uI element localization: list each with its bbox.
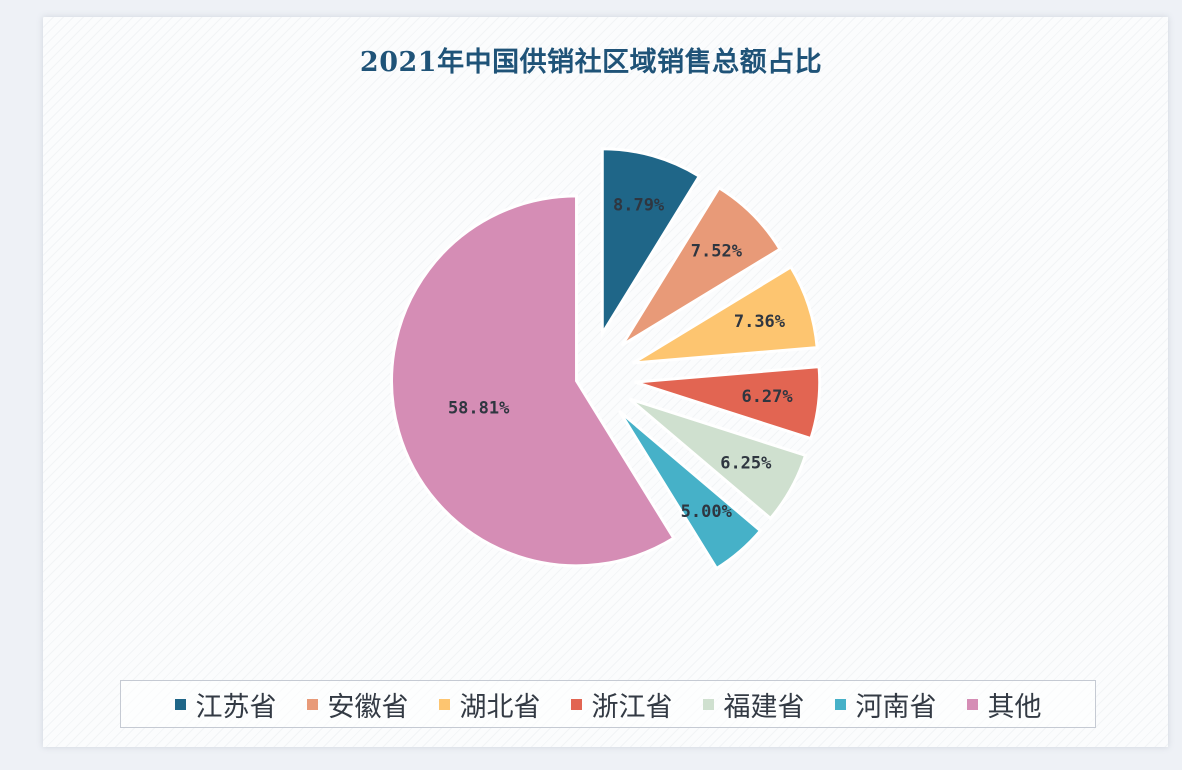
chart-title: 2021年中国供销社区域销售总额占比 (359, 47, 823, 78)
chart-card (43, 17, 1168, 747)
pie-slice-湖北省 (632, 264, 819, 365)
legend-label: 浙江省 (591, 691, 673, 723)
legend-label: 安徽省 (327, 691, 409, 723)
legend-swatch (966, 698, 978, 710)
pie-slice-安徽省 (620, 185, 783, 347)
slice-label-浙江省: 6.27% (741, 387, 793, 407)
pie-slice-江苏省 (600, 147, 702, 339)
slice-label-湖北省: 7.36% (734, 312, 786, 332)
legend-swatch (438, 698, 450, 710)
legend-item-安徽省: 安徽省 (306, 685, 409, 724)
legend-label: 其他 (987, 691, 1042, 723)
pie-slice-浙江省 (634, 365, 822, 441)
legend-label: 江苏省 (195, 691, 277, 723)
legend-swatch (570, 698, 582, 710)
legend-label: 湖北省 (459, 691, 541, 723)
legend-label: 福建省 (723, 691, 805, 723)
legend-item-其他: 其他 (966, 685, 1042, 724)
chart-legend: 江苏省 安徽省 湖北省 浙江省 福建省 河南省 其他 (120, 680, 1096, 728)
slice-label-河南省: 5.00% (681, 502, 733, 522)
legend-swatch (834, 698, 846, 710)
legend-item-河南省: 河南省 (834, 685, 937, 724)
legend-item-浙江省: 浙江省 (570, 685, 673, 724)
slice-label-安徽省: 7.52% (691, 241, 743, 261)
legend-swatch (174, 698, 186, 710)
legend-item-江苏省: 江苏省 (174, 685, 277, 724)
slice-label-江苏省: 8.79% (613, 196, 665, 216)
legend-label: 河南省 (855, 691, 937, 723)
pie-slice-福建省 (628, 397, 808, 521)
pie-slice-其他 (390, 194, 676, 568)
legend-swatch (306, 698, 318, 710)
legend-item-湖北省: 湖北省 (438, 685, 541, 724)
slice-label-其他: 58.81% (448, 399, 510, 419)
legend-item-福建省: 福建省 (702, 685, 805, 724)
legend-swatch (702, 698, 714, 710)
slice-label-福建省: 6.25% (720, 453, 772, 473)
pie-slice-河南省 (618, 409, 763, 571)
